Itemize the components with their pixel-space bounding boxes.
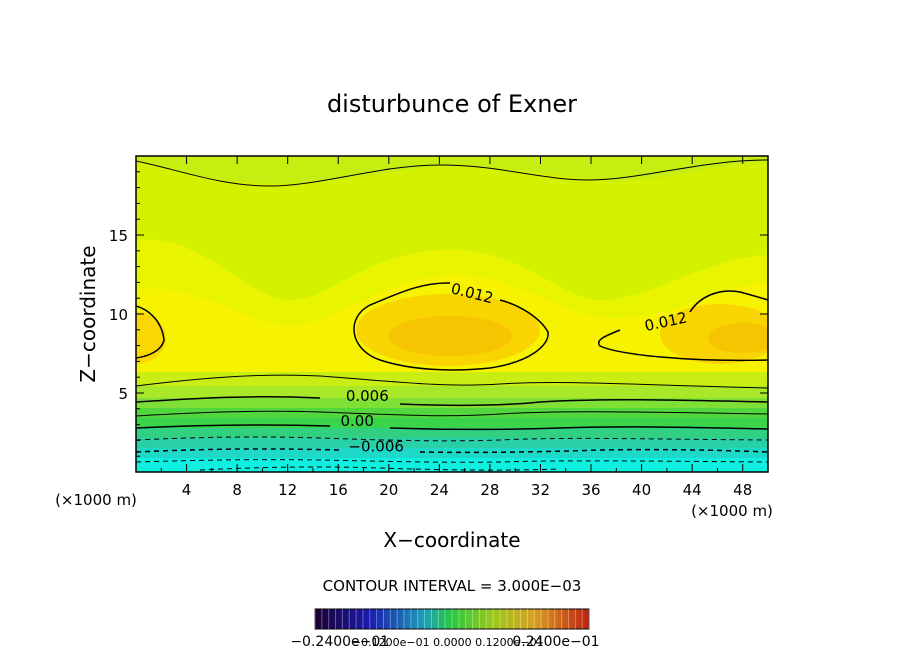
x-axis-ticks: 4 8 12 16 20 24 28 32 36 40 44 48 (160, 156, 752, 499)
x-tick-label: 32 (531, 481, 550, 499)
x-tick-label: 28 (480, 481, 499, 499)
x-tick-label: 8 (232, 481, 242, 499)
y-axis-ticks: 5 10 15 (109, 171, 768, 457)
plot-area (136, 156, 768, 472)
field-top-band (136, 156, 768, 184)
x-tick-label: 44 (683, 481, 702, 499)
band-9 (136, 458, 768, 472)
x-tick-label: 20 (379, 481, 398, 499)
core-center-inner (388, 316, 512, 356)
x-tick-label: 12 (278, 481, 297, 499)
contour-label: 0.006 (346, 387, 389, 405)
contour-upper-lower (136, 374, 768, 389)
chart-title: disturbunce of Exner (327, 90, 577, 118)
contour-top (136, 159, 768, 187)
band-7 (136, 438, 768, 448)
band-5 (136, 418, 768, 428)
colorbar (314, 608, 590, 630)
x-unit-left: (×1000 m) (55, 491, 137, 509)
x-tick-label: 24 (430, 481, 449, 499)
contour-0012-right (598, 290, 768, 362)
y-tick-label: 15 (109, 227, 128, 245)
colorbar-mid-labels: −0.1200e−01 0.0000 0.1200e−01 (352, 636, 544, 649)
x-tick-label: 4 (182, 481, 192, 499)
contour-neg-0006 (136, 448, 768, 454)
x-tick-label: 36 (581, 481, 600, 499)
colorbar-min-label: −0.2400e−01 (290, 634, 389, 650)
contour-000 (136, 424, 768, 431)
x-tick-label: 48 (733, 481, 752, 499)
x-tick-label: 16 (329, 481, 348, 499)
contour-neg-0003 (136, 436, 768, 442)
contour-label: −0.006 (348, 437, 404, 455)
colorbar-labels: −0.2400e−01 −0.1200e−01 0.0000 0.1200e−0… (290, 634, 599, 650)
band-6 (136, 428, 768, 438)
colorbar-fill (314, 608, 590, 630)
x-tick-label: 40 (632, 481, 651, 499)
band-4 (136, 408, 768, 418)
y-tick-label: 10 (109, 306, 128, 324)
core-right-inner (708, 323, 768, 353)
contour-0003 (136, 410, 768, 417)
y-tick-label: 5 (118, 385, 128, 403)
core-left (136, 312, 166, 364)
band-2 (136, 386, 768, 398)
contour-0012-left (136, 305, 165, 359)
x-axis-label: X−coordinate (383, 528, 520, 552)
band-3 (136, 398, 768, 408)
contour-neg-0009 (136, 459, 768, 463)
colorbar-ticks (314, 609, 590, 629)
contour-interval-text: CONTOUR INTERVAL = 3.000E−03 (323, 577, 582, 595)
y-axis-label: Z−coordinate (76, 245, 100, 382)
contour-0006 (136, 396, 768, 407)
band-1 (136, 372, 768, 386)
colorbar-max-label: 0.2400e−01 (512, 634, 599, 650)
contour-label: 0.00 (340, 412, 373, 430)
band-8 (136, 448, 768, 458)
contour-0012-center (353, 282, 549, 371)
x-unit-right: (×1000 m) (691, 502, 773, 520)
contour-neg-0012 (199, 466, 561, 471)
